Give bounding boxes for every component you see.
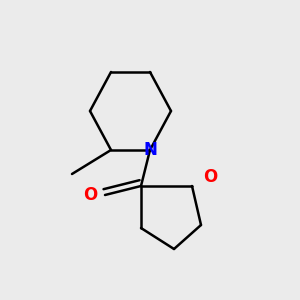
Text: O: O (83, 186, 97, 204)
Text: N: N (143, 141, 157, 159)
Text: O: O (203, 168, 217, 186)
